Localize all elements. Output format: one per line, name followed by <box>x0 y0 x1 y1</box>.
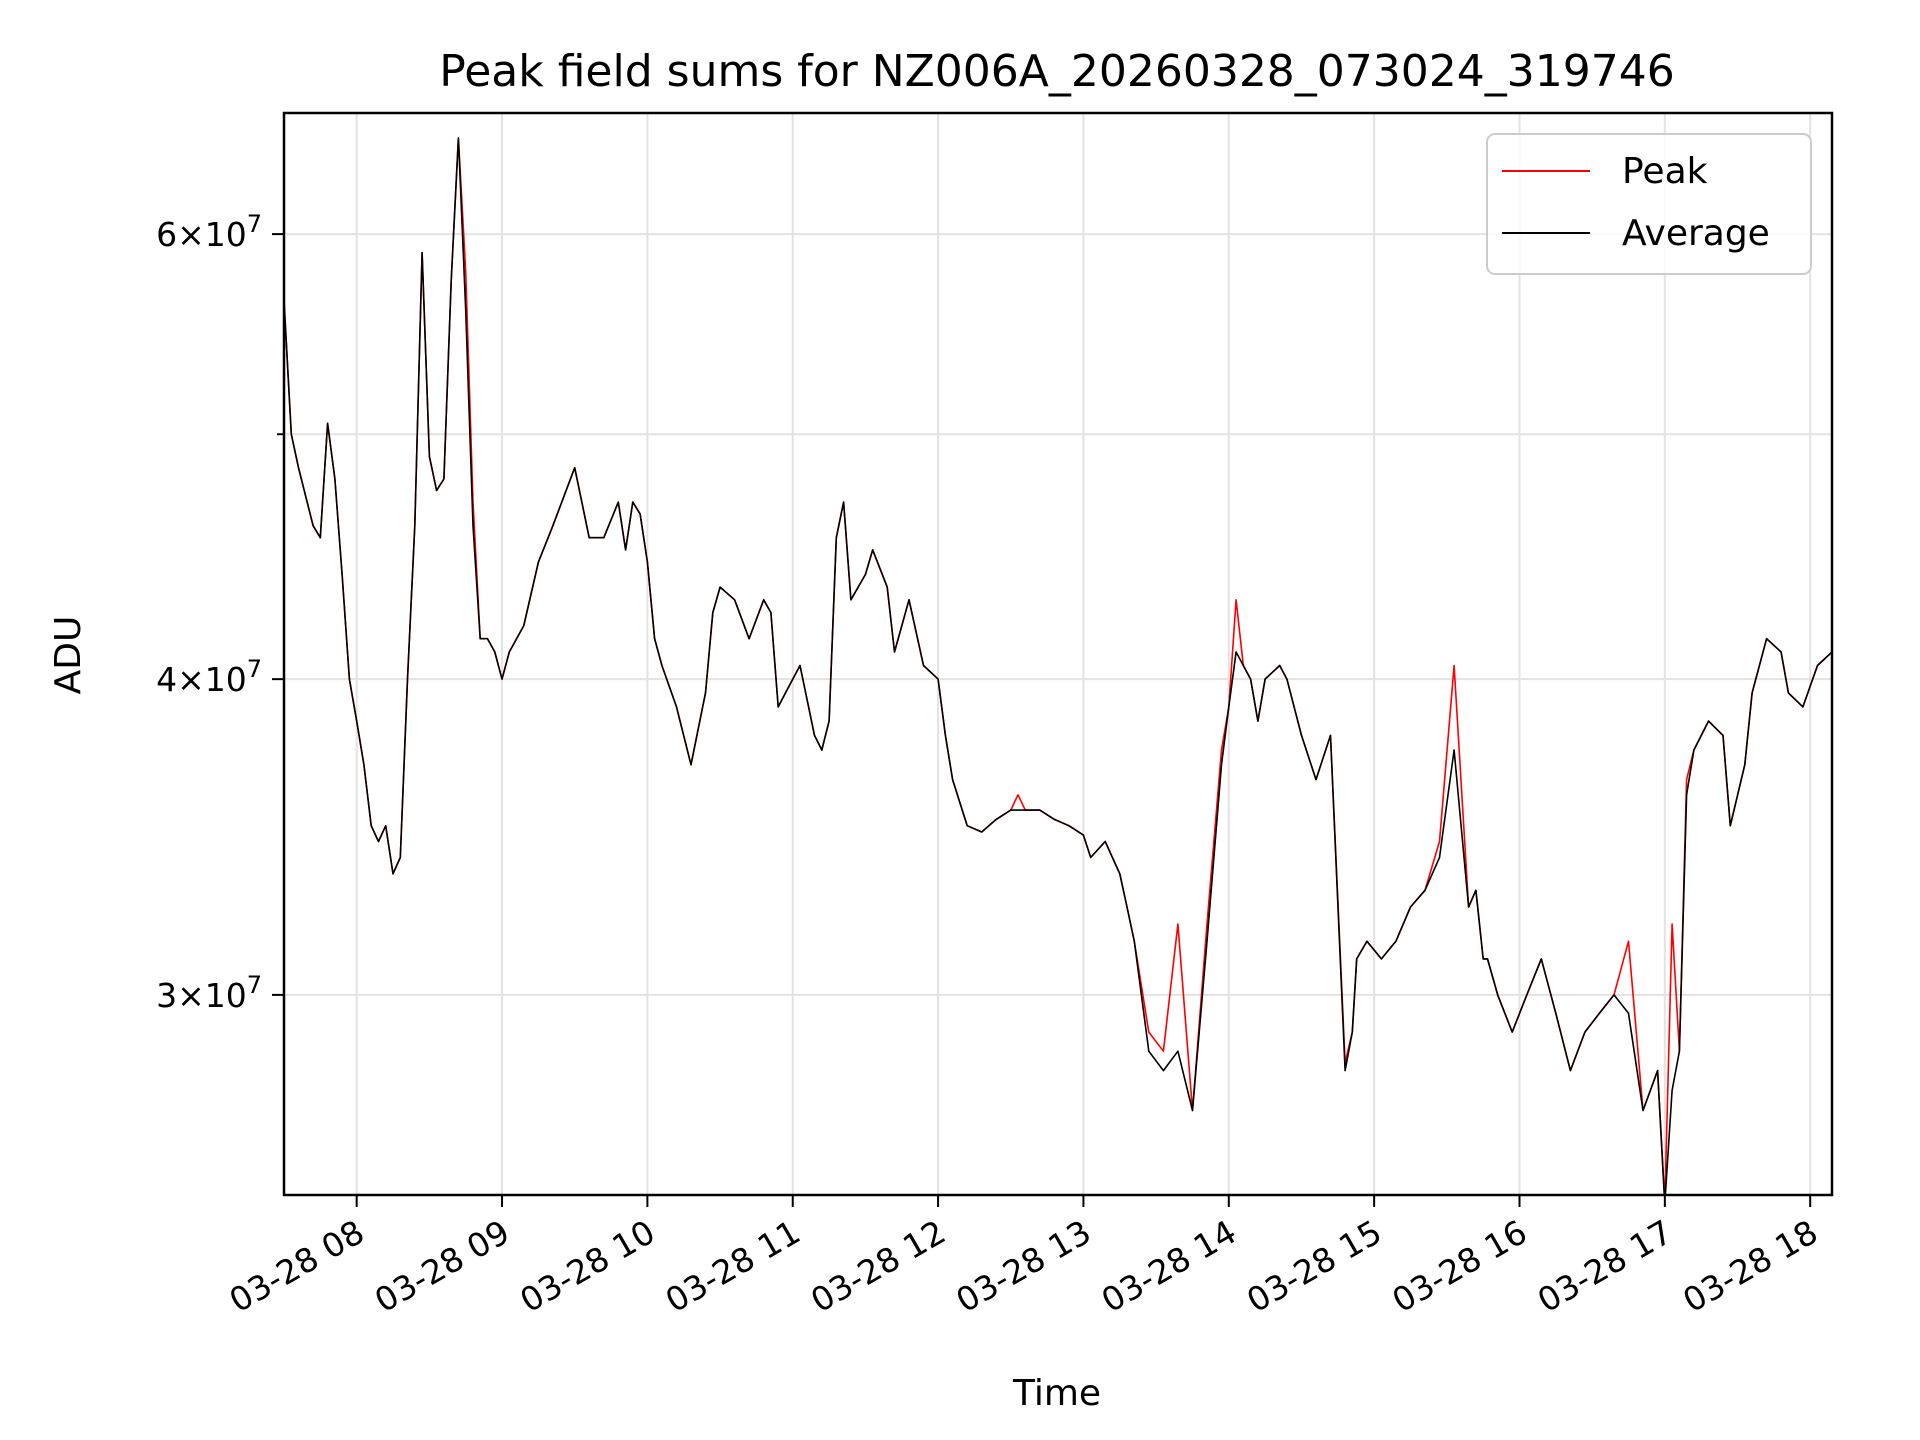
series-line-peak <box>284 137 1832 1195</box>
x-tick-label: 03-28 17 <box>1531 1212 1679 1320</box>
x-axis-label: Time <box>1012 1373 1101 1414</box>
y-tick-label: 3×107 <box>156 971 262 1015</box>
x-tick-label: 03-28 16 <box>1385 1212 1533 1320</box>
plot-area <box>284 137 1832 1195</box>
legend-box <box>1486 133 1812 275</box>
y-tick-label: 6×107 <box>156 210 262 254</box>
grid <box>284 113 1832 1195</box>
y-axis-label: ADU <box>48 616 89 695</box>
legend-label-average: Average <box>1622 213 1770 254</box>
legend: Peak Average <box>1486 133 1812 275</box>
y-tick-label: 4×107 <box>156 655 262 699</box>
x-tick-label: 03-28 14 <box>1095 1212 1243 1320</box>
chart-title: Peak field sums for NZ006A_20260328_0730… <box>439 46 1674 97</box>
series-line-average <box>284 137 1832 1195</box>
plot-frame <box>282 111 1834 1197</box>
x-tick-label: 03-28 09 <box>368 1212 516 1320</box>
x-tick-label: 03-28 11 <box>659 1212 807 1320</box>
x-tick-label: 03-28 08 <box>223 1212 371 1320</box>
x-tick-label: 03-28 13 <box>949 1212 1097 1320</box>
x-tick-label: 03-28 12 <box>804 1212 952 1320</box>
x-tick-label: 03-28 10 <box>513 1212 661 1320</box>
legend-label-peak: Peak <box>1622 151 1708 192</box>
x-tick-label: 03-28 15 <box>1240 1212 1388 1320</box>
x-tick-label: 03-28 18 <box>1676 1212 1824 1320</box>
y-axis: 3×107 4×107 6×107 <box>156 210 284 1015</box>
